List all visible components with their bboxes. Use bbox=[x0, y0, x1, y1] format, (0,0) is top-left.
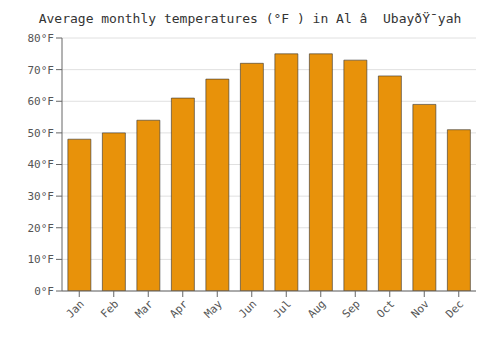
svg-text:70°F: 70°F bbox=[28, 64, 55, 77]
svg-text:Oct: Oct bbox=[374, 297, 397, 320]
svg-text:80°F: 80°F bbox=[28, 32, 55, 45]
svg-text:50°F: 50°F bbox=[28, 127, 55, 140]
svg-text:Jan: Jan bbox=[64, 297, 87, 320]
svg-text:Feb: Feb bbox=[98, 297, 121, 320]
svg-text:Sep: Sep bbox=[340, 297, 363, 320]
svg-text:Apr: Apr bbox=[167, 297, 191, 321]
svg-text:Aug: Aug bbox=[305, 297, 328, 320]
svg-text:Dec: Dec bbox=[443, 297, 466, 320]
svg-text:Mar: Mar bbox=[133, 297, 157, 321]
svg-text:0°F: 0°F bbox=[34, 285, 54, 298]
html-text:Average monthly temperatures (: Average monthly temperatures (°F ) in Al… bbox=[38, 11, 462, 26]
svg-text:20°F: 20°F bbox=[28, 222, 55, 235]
svg-text:May: May bbox=[202, 297, 226, 321]
svg-text:Nov: Nov bbox=[409, 297, 433, 321]
svg-text:10°F: 10°F bbox=[28, 253, 55, 266]
svg-text:60°F: 60°F bbox=[28, 95, 55, 108]
svg-text:30°F: 30°F bbox=[28, 190, 55, 203]
svg-text:Jul: Jul bbox=[271, 297, 294, 320]
svg-text:40°F: 40°F bbox=[28, 158, 55, 171]
svg-text:Jun: Jun bbox=[236, 297, 259, 320]
